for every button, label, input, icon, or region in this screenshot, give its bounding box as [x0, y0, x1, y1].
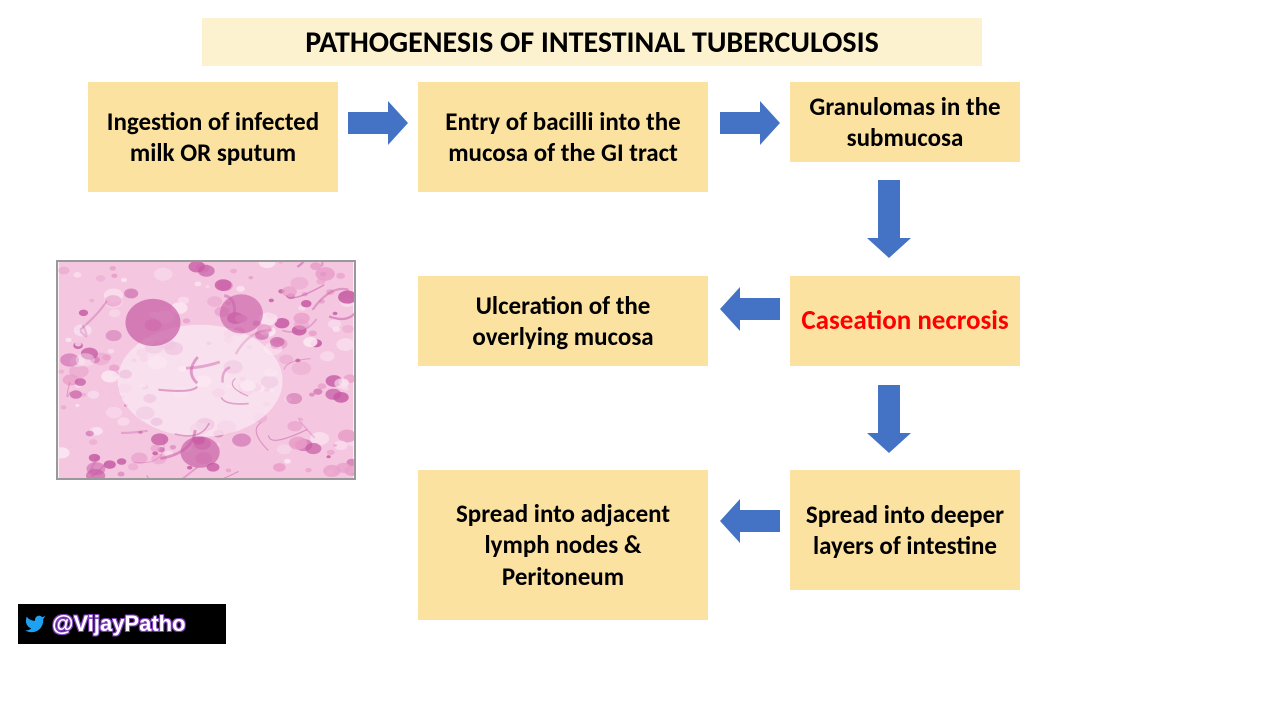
author-handle: @VijayPatho [52, 611, 186, 637]
node-caseation: Caseation necrosis [790, 276, 1020, 366]
node-entry: Entry of bacilli into the mucosa of the … [418, 82, 708, 192]
node-granulomas: Granulomas in the submucosa [790, 82, 1020, 162]
node-ulceration: Ulceration of the overlying mucosa [418, 276, 708, 366]
twitter-icon [24, 613, 46, 635]
node-ingestion: Ingestion of infected milk OR sputum [88, 82, 338, 192]
author-badge: @VijayPatho [18, 604, 226, 644]
node-deeper: Spread into deeper layers of intestine [790, 470, 1020, 590]
node-lymph: Spread into adjacent lymph nodes & Perit… [418, 470, 708, 620]
histology-image [56, 260, 356, 480]
diagram-title: PATHOGENESIS OF INTESTINAL TUBERCULOSIS [202, 18, 982, 66]
title-text: PATHOGENESIS OF INTESTINAL TUBERCULOSIS [305, 24, 879, 61]
